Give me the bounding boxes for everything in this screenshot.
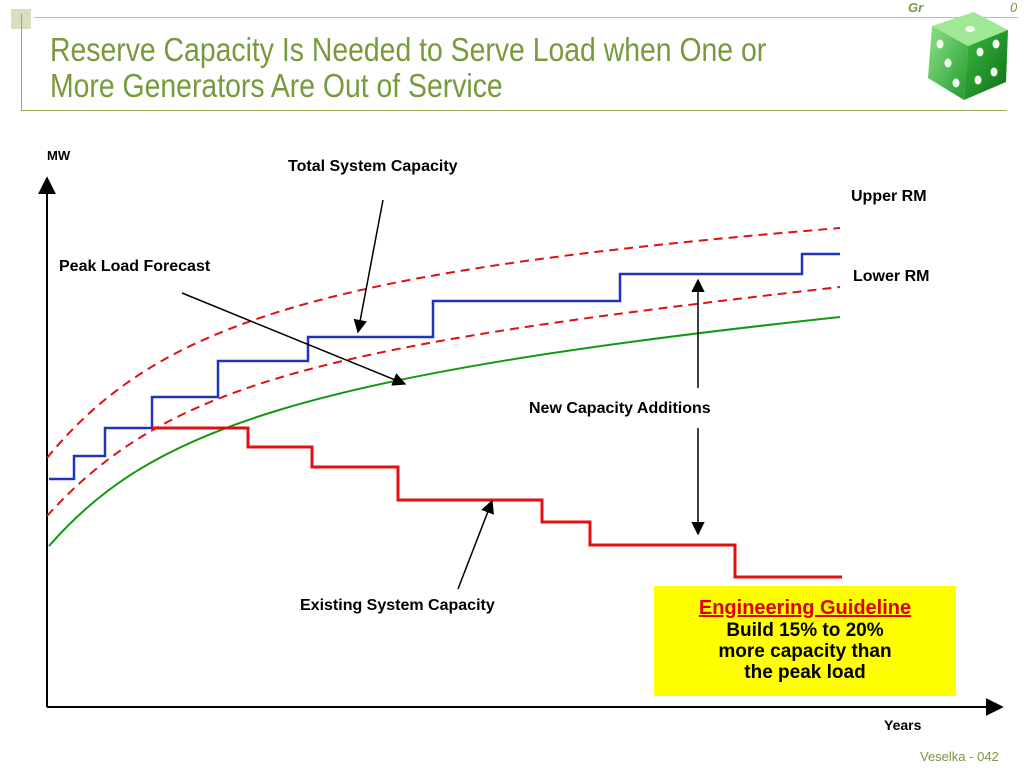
y-axis-label: MW [47,148,71,163]
existing-system-capacity-label: Existing System Capacity [300,597,495,614]
total-system-capacity-label: Total System Capacity [288,158,458,175]
existing-capacity-line [152,426,842,579]
slide-title-line1: Reserve Capacity Is Needed to Serve Load… [50,31,767,68]
peak-load-arrow [181,292,407,386]
brand-text: Gr [908,0,924,15]
total-capacity-line [49,252,840,481]
x-axis-label: Years [884,717,922,733]
total-capacity-arrow [353,199,384,334]
dice-logo [928,12,1008,100]
brand-number: 0 [1010,0,1018,15]
guideline-title: Engineering Guideline [698,597,912,619]
existing-capacity-arrow [457,499,494,590]
lower-rm-curve [46,286,841,517]
peak-load-curve [48,316,841,547]
peak-load-forecast-label: Peak Load Forecast [59,258,211,275]
title-bottom-rule [21,110,1007,111]
upper-rm-curve [46,227,841,459]
slide-title: Reserve Capacity Is Needed to Serve Load… [50,32,790,104]
upper-rm-label: Upper RM [851,188,927,205]
new-capacity-additions-label: New Capacity Additions [529,400,711,417]
slide-title-line2: More Generators Are Out of Service [50,67,503,104]
lower-rm-label: Lower RM [853,268,930,285]
guideline-body: Build 15% to 20% more capacity than the … [718,620,892,683]
title-left-rule [21,14,22,110]
slide-footer: Veselka - 042 [920,749,999,764]
engineering-guideline-box: Engineering Guideline Build 15% to 20% m… [654,586,956,696]
title-top-rule [34,17,1018,18]
